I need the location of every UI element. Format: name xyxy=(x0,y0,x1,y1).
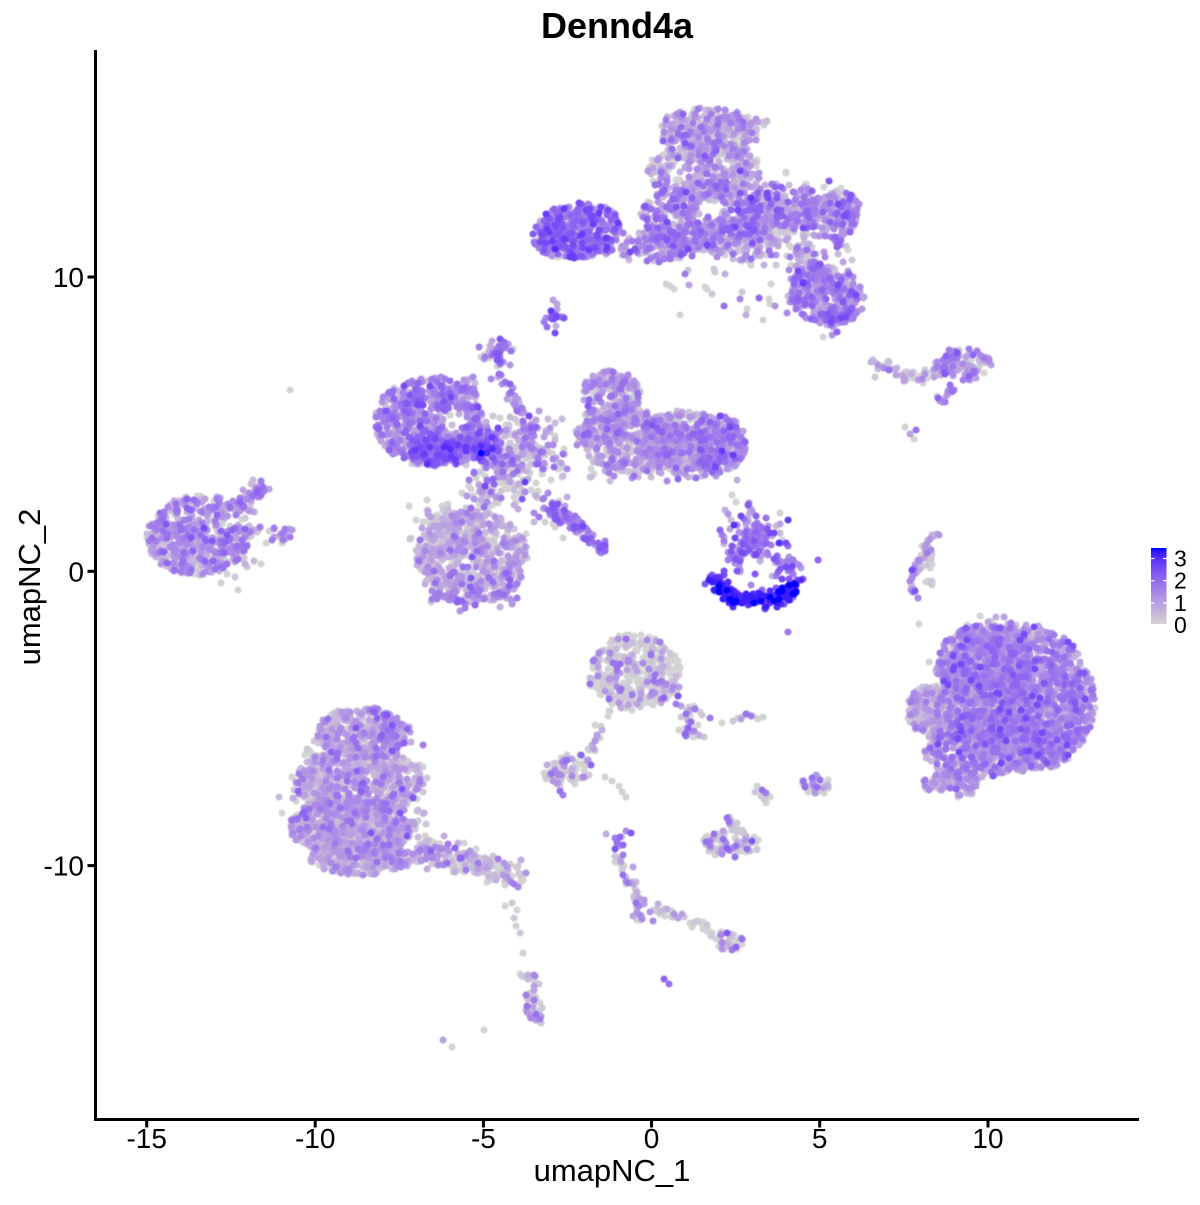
svg-text:-10: -10 xyxy=(295,1123,335,1154)
svg-text:-5: -5 xyxy=(471,1123,496,1154)
svg-text:10: 10 xyxy=(53,262,84,293)
svg-text:-10: -10 xyxy=(44,851,84,882)
svg-text:-15: -15 xyxy=(126,1123,166,1154)
svg-text:10: 10 xyxy=(972,1123,1003,1154)
svg-text:Dennd4a: Dennd4a xyxy=(541,5,694,46)
svg-text:2: 2 xyxy=(1174,568,1187,594)
svg-text:0: 0 xyxy=(1174,612,1187,638)
svg-text:5: 5 xyxy=(812,1123,828,1154)
svg-text:umapNC_1: umapNC_1 xyxy=(534,1153,691,1188)
svg-text:0: 0 xyxy=(644,1123,660,1154)
svg-text:0: 0 xyxy=(68,556,84,587)
svg-text:1: 1 xyxy=(1174,590,1187,616)
svg-text:umapNC_2: umapNC_2 xyxy=(12,509,47,666)
svg-text:3: 3 xyxy=(1174,546,1187,572)
